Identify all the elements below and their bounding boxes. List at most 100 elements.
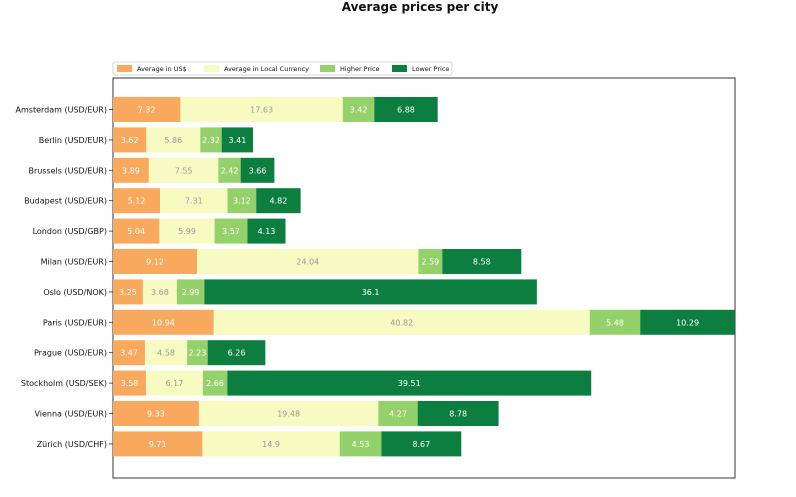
bar-milan-usd-eur-average-in-us bbox=[113, 249, 198, 274]
data-label-prague-usd-eur-lower-price: 6.26 bbox=[228, 349, 246, 358]
data-label-oslo-usd-nok-lower-price: 36.1 bbox=[362, 288, 380, 297]
data-label-brussels-usd-eur-lower-price: 3.66 bbox=[249, 166, 267, 175]
data-label-brussels-usd-eur-average-in-us: 3.89 bbox=[122, 166, 140, 175]
bars: 7.32 17.63 3.42 6.88 3.62 5.86 2.32 3.41 3.89 7.5… bbox=[113, 97, 735, 457]
bar-brussels-usd-eur-average-in-local-currency bbox=[148, 157, 219, 183]
bar-berlin-usd-eur-average-in-us bbox=[113, 127, 147, 153]
data-label-milan-usd-eur-higher-price: 2.59 bbox=[421, 258, 439, 267]
bar-z-rich-usd-chf-lower-price bbox=[381, 431, 462, 457]
data-label-berlin-usd-eur-average-in-us: 3.62 bbox=[121, 136, 139, 145]
y-tick-label-z-rich-usd-chf: Zürich (USD/CHF) bbox=[37, 440, 107, 449]
data-label-london-usd-gbp-higher-price: 3.57 bbox=[222, 227, 240, 236]
data-label-milan-usd-eur-average-in-us: 9.12 bbox=[146, 258, 164, 267]
bar-prague-usd-eur-average-in-us bbox=[113, 340, 145, 366]
data-label-brussels-usd-eur-average-in-local-currency: 7.55 bbox=[175, 166, 193, 175]
y-tick-label-milan-usd-eur: Milan (USD/EUR) bbox=[41, 258, 107, 267]
bar-london-usd-gbp-lower-price bbox=[247, 218, 286, 244]
data-label-vienna-usd-eur-average-in-us: 9.33 bbox=[147, 410, 165, 419]
legend-box bbox=[112, 61, 453, 76]
bar-budapest-usd-eur-average-in-us bbox=[113, 188, 161, 214]
bar-budapest-usd-eur-lower-price bbox=[256, 188, 301, 214]
bar-brussels-usd-eur-higher-price bbox=[218, 157, 241, 183]
bar-amsterdam-usd-eur-lower-price bbox=[374, 97, 438, 122]
bar-berlin-usd-eur-higher-price bbox=[200, 127, 222, 153]
bar-oslo-usd-nok-average-in-local-currency bbox=[142, 279, 177, 305]
legend-swatch-lower-price bbox=[392, 65, 407, 72]
data-label-prague-usd-eur-average-in-local-currency: 4.58 bbox=[157, 349, 175, 358]
bar-berlin-usd-eur-lower-price bbox=[221, 127, 254, 153]
bar-paris-usd-eur-higher-price bbox=[589, 309, 641, 335]
bar-oslo-usd-nok-higher-price bbox=[176, 279, 205, 305]
data-label-paris-usd-eur-lower-price: 10.29 bbox=[676, 318, 699, 327]
data-label-prague-usd-eur-higher-price: 2.23 bbox=[189, 349, 207, 358]
bar-vienna-usd-eur-average-in-us bbox=[113, 401, 199, 426]
y-tick-label-london-usd-gbp: London (USD/GBP) bbox=[33, 227, 107, 236]
bar-stockholm-usd-sek-average-in-local-currency bbox=[145, 370, 203, 396]
data-label-paris-usd-eur-average-in-local-currency: 40.82 bbox=[390, 318, 413, 327]
data-label-amsterdam-usd-eur-average-in-local-currency: 17.63 bbox=[250, 106, 273, 115]
data-label-vienna-usd-eur-average-in-local-currency: 19.48 bbox=[277, 410, 300, 419]
y-tick-label-amsterdam-usd-eur: Amsterdam (USD/EUR) bbox=[16, 106, 107, 115]
data-label-berlin-usd-eur-lower-price: 3.41 bbox=[228, 136, 246, 145]
bar-z-rich-usd-chf-average-in-us bbox=[113, 431, 203, 457]
data-label-london-usd-gbp-average-in-local-currency: 5.99 bbox=[178, 227, 196, 236]
legend-swatch-average-in-local-currency bbox=[204, 65, 219, 72]
data-label-budapest-usd-eur-average-in-us: 5.12 bbox=[128, 197, 146, 206]
legend-label-average-in-us: Average in US$ bbox=[137, 65, 187, 73]
legend-label-average-in-local-currency: Average in Local Currency bbox=[224, 65, 309, 73]
data-label-budapest-usd-eur-lower-price: 4.82 bbox=[270, 197, 288, 206]
y-tick-label-brussels-usd-eur: Brussels (USD/EUR) bbox=[28, 166, 107, 175]
legend-swatch-higher-price bbox=[320, 65, 335, 72]
y-tick-label-paris-usd-eur: Paris (USD/EUR) bbox=[43, 318, 107, 327]
data-label-paris-usd-eur-higher-price: 5.48 bbox=[606, 318, 624, 327]
legend-label-higher-price: Higher Price bbox=[340, 65, 380, 73]
data-label-berlin-usd-eur-average-in-local-currency: 5.86 bbox=[164, 136, 182, 145]
bar-brussels-usd-eur-average-in-us bbox=[113, 157, 149, 183]
bar-prague-usd-eur-higher-price bbox=[187, 340, 208, 366]
plot-frame bbox=[112, 77, 736, 479]
bar-milan-usd-eur-higher-price bbox=[418, 249, 443, 274]
data-label-z-rich-usd-chf-lower-price: 8.67 bbox=[412, 440, 430, 449]
data-label-prague-usd-eur-average-in-us: 3.47 bbox=[120, 349, 138, 358]
bar-oslo-usd-nok-average-in-us bbox=[113, 279, 143, 305]
data-label-berlin-usd-eur-higher-price: 2.32 bbox=[202, 136, 220, 145]
bar-stockholm-usd-sek-higher-price bbox=[202, 370, 228, 396]
data-label-london-usd-gbp-average-in-us: 5.04 bbox=[127, 227, 145, 236]
data-label-milan-usd-eur-average-in-local-currency: 24.04 bbox=[296, 258, 319, 267]
data-label-vienna-usd-eur-higher-price: 4.27 bbox=[389, 410, 407, 419]
bar-paris-usd-eur-lower-price bbox=[640, 309, 735, 335]
y-tick-label-vienna-usd-eur: Vienna (USD/EUR) bbox=[34, 410, 107, 419]
data-label-brussels-usd-eur-higher-price: 2.42 bbox=[221, 166, 239, 175]
data-label-stockholm-usd-sek-average-in-local-currency: 6.17 bbox=[165, 379, 183, 388]
bar-z-rich-usd-chf-average-in-local-currency bbox=[202, 431, 340, 457]
bar-milan-usd-eur-lower-price bbox=[442, 249, 522, 274]
bar-paris-usd-eur-average-in-us bbox=[113, 309, 214, 335]
bar-milan-usd-eur-average-in-local-currency bbox=[197, 249, 419, 274]
legend: Average in US$ Average in Local Currency H… bbox=[112, 61, 453, 76]
bar-london-usd-gbp-higher-price bbox=[214, 218, 248, 244]
bar-london-usd-gbp-average-in-us bbox=[113, 218, 160, 244]
data-label-oslo-usd-nok-average-in-local-currency: 3.68 bbox=[151, 288, 169, 297]
bar-budapest-usd-eur-average-in-local-currency bbox=[160, 188, 228, 214]
legend-label-lower-price: Lower Price bbox=[412, 65, 449, 73]
y-axis: Amsterdam (USD/EUR) Berlin (USD/EUR) Bruss… bbox=[16, 106, 113, 449]
chart-title: Average prices per city bbox=[341, 0, 499, 14]
bar-stockholm-usd-sek-lower-price bbox=[227, 370, 592, 396]
bar-vienna-usd-eur-higher-price bbox=[378, 401, 418, 426]
bar-vienna-usd-eur-lower-price bbox=[417, 401, 499, 426]
data-label-amsterdam-usd-eur-higher-price: 3.42 bbox=[350, 106, 368, 115]
bar-brussels-usd-eur-lower-price bbox=[240, 157, 275, 183]
data-label-vienna-usd-eur-lower-price: 8.78 bbox=[449, 410, 467, 419]
y-tick-label-stockholm-usd-sek: Stockholm (USD/SEK) bbox=[21, 379, 107, 388]
y-tick-label-prague-usd-eur: Prague (USD/EUR) bbox=[34, 349, 107, 358]
data-label-paris-usd-eur-average-in-us: 10.94 bbox=[152, 318, 175, 327]
bar-amsterdam-usd-eur-average-in-us bbox=[113, 97, 181, 122]
data-label-z-rich-usd-chf-average-in-us: 9.71 bbox=[149, 440, 167, 449]
data-label-amsterdam-usd-eur-lower-price: 6.88 bbox=[397, 106, 415, 115]
data-label-london-usd-gbp-lower-price: 4.13 bbox=[258, 227, 276, 236]
y-tick-label-budapest-usd-eur: Budapest (USD/EUR) bbox=[24, 197, 107, 206]
data-label-z-rich-usd-chf-higher-price: 4.53 bbox=[352, 440, 370, 449]
data-label-oslo-usd-nok-average-in-us: 3.25 bbox=[119, 288, 137, 297]
data-label-amsterdam-usd-eur-average-in-us: 7.32 bbox=[138, 106, 156, 115]
